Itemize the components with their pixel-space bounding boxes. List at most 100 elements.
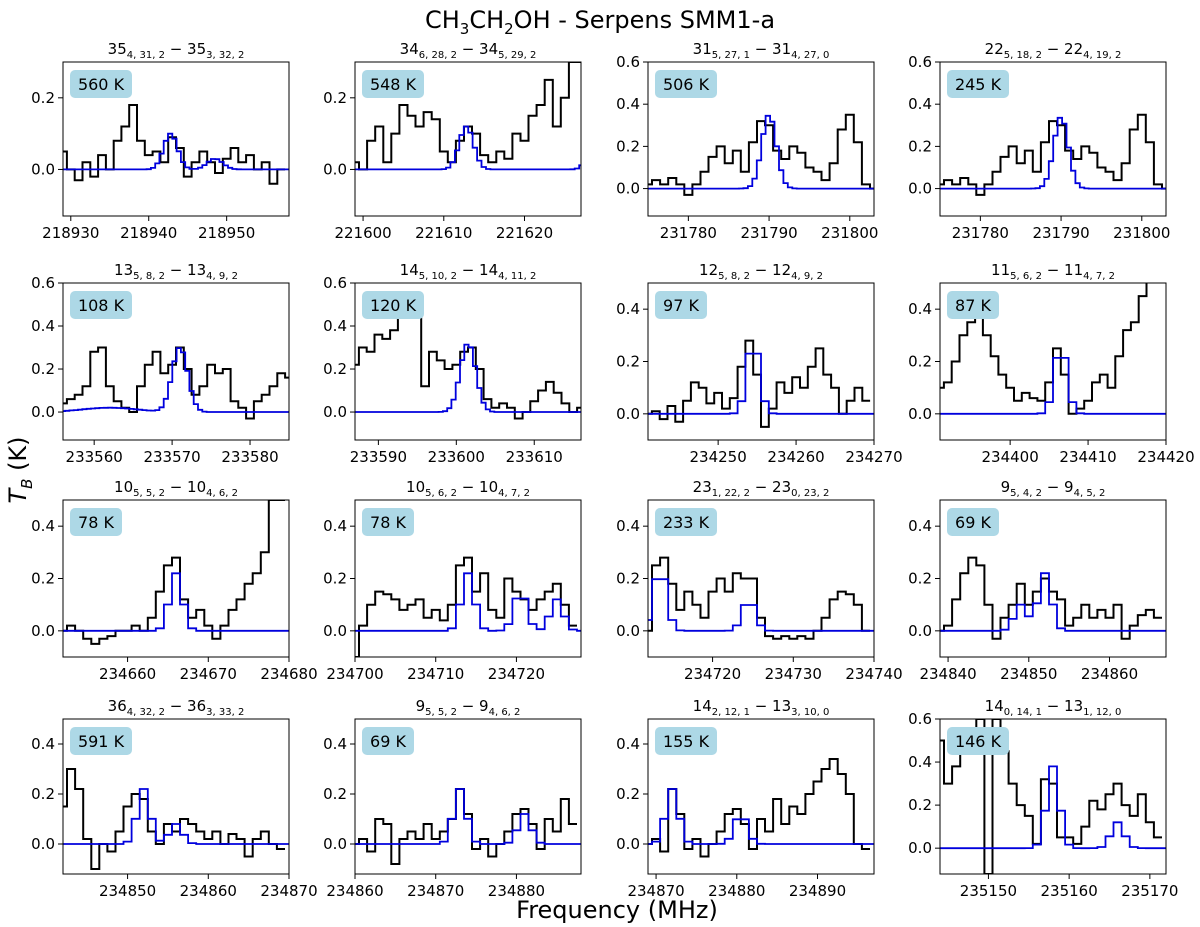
temperature-badge-text: 120 K: [370, 296, 417, 315]
panel-7: 125, 8, 2 − 124, 9, 2 234250 234260 234270 0…: [616, 261, 902, 466]
x-tick-label: 234400: [982, 448, 1039, 466]
plot-area: [648, 113, 874, 196]
x-tick-label: 231800: [1113, 224, 1170, 242]
x-tick-label: 234850: [1000, 665, 1057, 683]
x-tick-label: 218930: [42, 224, 99, 242]
y-tick-label: 0.0: [31, 160, 55, 178]
observed-spectrum: [355, 292, 581, 420]
temperature-badge: [947, 291, 999, 319]
y-axis-label: TB (K): [4, 436, 36, 503]
panel-title: 105, 6, 2 − 104, 7, 2: [406, 478, 530, 499]
y-tick-label: 0.4: [323, 517, 347, 535]
y-tick-label: 0.0: [908, 405, 932, 423]
axes-frame: [62, 718, 290, 875]
y-tick-label: 0.0: [323, 835, 347, 853]
y-tick-label: 0.4: [31, 517, 55, 535]
panel-title: 364, 32, 2 − 363, 33, 2: [108, 697, 245, 718]
temperature-badge-text: 591 K: [78, 732, 125, 751]
model-spectrum: [648, 578, 874, 632]
y-tick-label: 0.2: [908, 796, 932, 814]
temperature-badge: [362, 727, 414, 755]
x-tick-label: 234420: [1137, 448, 1194, 466]
plot-area: [648, 758, 874, 858]
panel-10: 105, 6, 2 − 104, 7, 2 234700 234710 234720 0…: [323, 478, 582, 683]
panel-9: 105, 5, 2 − 104, 6, 2 234660 234670 234680 0…: [31, 478, 317, 683]
y-tick-label: 0.2: [31, 89, 55, 107]
plot-area: [63, 768, 289, 870]
y-tick-label: 0.2: [908, 353, 932, 371]
y-tick-label: 0.0: [616, 835, 640, 853]
x-tick-label: 234710: [407, 665, 464, 683]
temperature-badge: [947, 508, 999, 536]
model-spectrum: [63, 572, 289, 632]
model-spectrum: [63, 788, 289, 845]
x-tick-label: 234670: [180, 665, 237, 683]
model-spectrum: [940, 116, 1166, 190]
plot-area: [940, 283, 1166, 415]
model-spectrum: [648, 114, 874, 190]
panel-grid: 354, 31, 2 − 353, 32, 2 218930 218940 21895…: [31, 40, 1194, 900]
panel-title: 115, 6, 2 − 114, 7, 2: [991, 261, 1115, 282]
axes-frame: [62, 61, 290, 217]
panel-11: 231, 22, 2 − 230, 23, 2 234720 234730 23474…: [616, 478, 902, 683]
observed-spectrum: [63, 104, 286, 185]
panel-title: 315, 27, 1 − 314, 27, 0: [693, 40, 830, 61]
panel-title: 105, 5, 2 − 104, 6, 2: [114, 478, 238, 499]
x-tick-label: 231790: [740, 224, 797, 242]
x-tick-label: 234860: [1081, 665, 1138, 683]
temperature-badge: [947, 727, 1009, 755]
observed-spectrum: [940, 283, 1148, 415]
temperature-badge: [70, 727, 132, 755]
plot-area: [648, 339, 874, 428]
panel-4: 225, 18, 2 − 224, 19, 2 231780 231790 23180…: [908, 40, 1170, 242]
x-tick-label: 221620: [496, 224, 553, 242]
temperature-badge: [362, 508, 414, 536]
plot-area: [63, 104, 289, 185]
y-tick-label: 0.0: [908, 839, 932, 857]
x-axis-label: Frequency (MHz): [516, 896, 718, 924]
temperature-badge-text: 233 K: [663, 513, 710, 532]
y-tick-label: 0.6: [908, 53, 932, 71]
axes-frame: [647, 718, 875, 875]
panel-title: 125, 8, 2 − 124, 9, 2: [699, 261, 823, 282]
model-spectrum: [355, 125, 581, 171]
plot-area: [355, 292, 581, 420]
x-tick-label: 231780: [660, 224, 717, 242]
temperature-badge-text: 108 K: [78, 296, 125, 315]
y-tick-label: 0.2: [616, 785, 640, 803]
observed-spectrum: [648, 556, 870, 640]
temperature-badge-text: 155 K: [663, 732, 710, 751]
y-tick-label: 0.4: [908, 517, 932, 535]
y-tick-label: 0.2: [908, 570, 932, 588]
x-tick-label: 221610: [415, 224, 472, 242]
panel-title: 142, 12, 1 − 133, 10, 0: [693, 697, 830, 718]
panel-16: 140, 14, 1 − 131, 12, 0 235150 235160 23517…: [908, 697, 1178, 900]
x-tick-label: 235170: [1121, 882, 1178, 900]
panel-title: 225, 18, 2 − 224, 19, 2: [985, 40, 1122, 61]
y-tick-label: 0.4: [908, 753, 932, 771]
temperature-badge-text: 548 K: [370, 75, 417, 94]
model-spectrum: [355, 343, 581, 413]
model-spectrum: [63, 347, 289, 413]
x-tick-label: 218950: [198, 224, 255, 242]
y-tick-label: 0.0: [323, 160, 347, 178]
x-tick-label: 234870: [260, 882, 317, 900]
axes-frame: [354, 718, 582, 875]
x-tick-label: 234840: [919, 665, 976, 683]
model-spectrum: [63, 132, 289, 171]
temperature-badge: [655, 508, 717, 536]
x-tick-label: 218940: [120, 224, 177, 242]
x-tick-label: 234850: [99, 882, 156, 900]
panel-title: 354, 31, 2 − 353, 32, 2: [108, 40, 245, 61]
model-spectrum: [940, 572, 1166, 632]
x-tick-label: 233570: [143, 448, 200, 466]
temperature-badge: [362, 70, 424, 98]
axes-frame: [939, 718, 1167, 875]
y-tick-label: 0.2: [616, 137, 640, 155]
x-tick-label: 233590: [350, 448, 407, 466]
plot-area: [63, 500, 289, 645]
plot-area: [355, 62, 581, 171]
temperature-badge: [655, 291, 707, 319]
y-tick-label: 0.0: [31, 622, 55, 640]
x-tick-label: 234870: [407, 882, 464, 900]
